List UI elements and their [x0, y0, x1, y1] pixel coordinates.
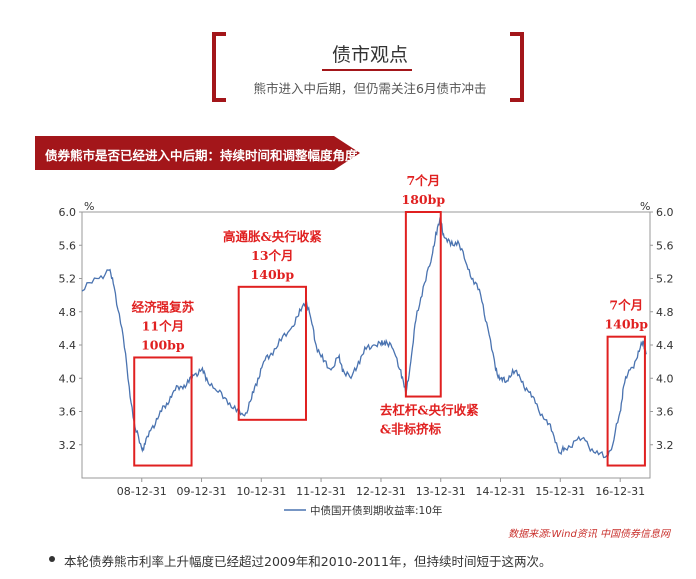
section-banner-label: 债券熊市是否已经进入中后期：持续时间和调整幅度角度: [45, 148, 358, 163]
y-tick-label-right: 5.6: [656, 239, 674, 252]
x-tick-label: 11-12-31: [296, 485, 346, 498]
annotation-text: 经济强复苏: [132, 299, 195, 314]
y-tick-label-right: 3.6: [656, 406, 674, 419]
y-tick-label-right: 5.2: [656, 273, 674, 286]
x-tick-label: 14-12-31: [476, 485, 526, 498]
annotation-box: [606, 335, 646, 467]
y-tick-label-left: 5.6: [59, 239, 77, 252]
page-title: 债市观点: [331, 44, 408, 66]
y-tick-label-left: 4.8: [59, 306, 77, 319]
x-tick-label: 10-12-31: [236, 485, 286, 498]
annotation-text: 7个月: [406, 173, 440, 188]
annotation-text: 180bp: [402, 192, 446, 207]
y-tick-label-left: 3.2: [59, 439, 77, 452]
x-tick-label: 08-12-31: [117, 485, 167, 498]
x-tick-label: 16-12-31: [595, 485, 645, 498]
annotation-text: 140bp: [604, 317, 648, 332]
y-tick-label-left: 4.0: [59, 372, 77, 385]
title-underline: [322, 69, 412, 71]
y-tick-label-right: 4.4: [656, 339, 674, 352]
y-tick-label-left: 4.4: [59, 339, 77, 352]
y-unit-right: %: [640, 200, 650, 213]
annotation-text: 140bp: [251, 267, 295, 282]
y-tick-label-left: 3.6: [59, 406, 77, 419]
annotation-text: 7个月: [609, 298, 643, 313]
header-bracket-left: [212, 32, 226, 102]
y-unit-left: %: [84, 200, 94, 213]
annotation-text: 100bp: [141, 337, 185, 352]
x-tick-label: 15-12-31: [535, 485, 585, 498]
legend-label: 中债国开债到期收益率:10年: [310, 504, 442, 517]
annotation-text: &非标挤标: [380, 422, 442, 437]
x-tick-label: 09-12-31: [177, 485, 227, 498]
y-tick-label-right: 4.0: [656, 372, 674, 385]
bullet-text: 本轮债券熊市利率上升幅度已经超过2009年和2010-2011年，但持续时间短于…: [64, 554, 552, 569]
series-line: [81, 216, 647, 459]
annotation-box: [133, 356, 193, 467]
y-tick-label-right: 3.2: [656, 439, 674, 452]
y-tick-label-left: 6.0: [59, 206, 77, 219]
y-tick-label-right: 4.8: [656, 306, 674, 319]
annotation-text: 13个月: [251, 248, 293, 263]
annotation-box: [404, 211, 442, 398]
annotation-text: 去杠杆&央行收紧: [380, 403, 479, 418]
y-tick-label-right: 6.0: [656, 206, 674, 219]
bullet-dot: [49, 556, 55, 562]
page-subtitle: 熊市进入中后期，但仍需关注6月债市冲击: [253, 81, 487, 96]
annotation-text: 11个月: [142, 318, 184, 333]
header-bracket-right: [510, 32, 524, 102]
y-tick-label-left: 5.2: [59, 273, 77, 286]
section-banner: [35, 136, 360, 170]
x-tick-label: 13-12-31: [416, 485, 466, 498]
source-note: 数据来源:Wind资讯 中国债券信息网: [508, 528, 672, 540]
annotation-box: [237, 285, 307, 421]
annotation-text: 高通胀&央行收紧: [223, 229, 322, 244]
x-tick-label: 12-12-31: [356, 485, 406, 498]
